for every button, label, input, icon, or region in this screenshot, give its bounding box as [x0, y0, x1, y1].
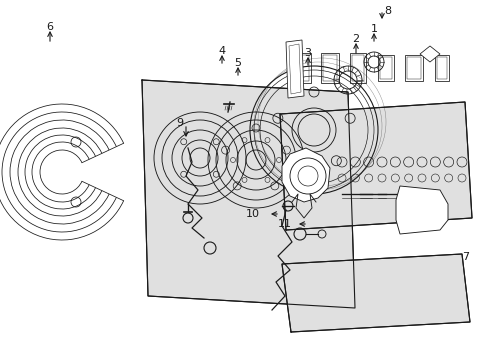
Text: 2: 2 [352, 34, 359, 44]
Bar [290, 55, 308, 81]
Bar [320, 53, 338, 83]
Bar [406, 57, 420, 79]
Polygon shape [282, 148, 329, 202]
Bar [404, 55, 422, 81]
Polygon shape [142, 80, 354, 308]
Polygon shape [395, 186, 447, 234]
Polygon shape [285, 40, 304, 98]
Bar [323, 55, 336, 81]
Polygon shape [282, 254, 469, 332]
Text: 7: 7 [462, 252, 468, 262]
Bar [351, 55, 363, 81]
Text: 5: 5 [234, 58, 241, 68]
Bar [379, 57, 391, 79]
Text: 4: 4 [218, 46, 225, 56]
Text: 6: 6 [46, 22, 53, 32]
Bar [434, 55, 448, 81]
Bar [288, 53, 310, 83]
Text: 9: 9 [176, 118, 183, 128]
Text: 8: 8 [384, 6, 391, 16]
Text: 11: 11 [278, 219, 291, 229]
Polygon shape [288, 44, 301, 94]
Polygon shape [280, 102, 471, 230]
Bar [349, 53, 365, 83]
Bar [377, 55, 393, 81]
Text: 1: 1 [370, 24, 377, 34]
Text: 10: 10 [245, 209, 260, 219]
Polygon shape [419, 46, 439, 62]
Text: 3: 3 [304, 48, 311, 58]
Bar [436, 57, 446, 79]
